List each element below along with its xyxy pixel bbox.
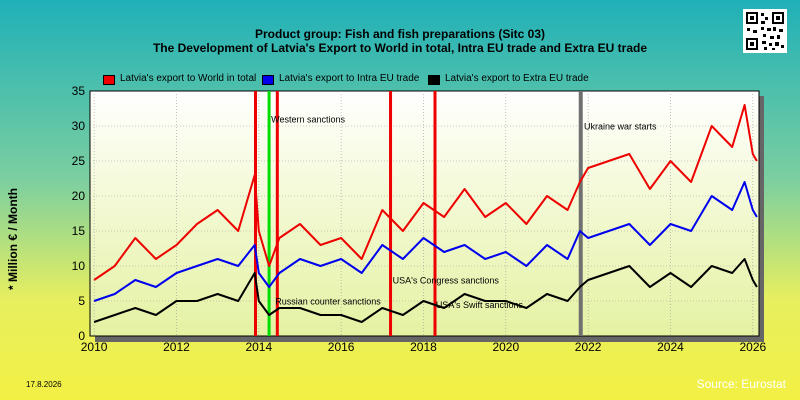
ukraine-war-line-label: Ukraine war starts (584, 122, 657, 132)
date-stamp: 17.8.2026 (26, 380, 62, 389)
y-ticks: 0 5 10 15 20 25 30 35 (72, 84, 86, 343)
legend-swatch-extra (428, 75, 440, 85)
x-tick-label-2022: 2022 (575, 340, 602, 354)
y-tick-label-20: 20 (72, 189, 86, 203)
event-labels: Western sanctions Russian counter sanctio… (271, 115, 657, 311)
source-label: Source: Eurostat (696, 377, 786, 391)
x-tick-label-2012: 2012 (163, 340, 190, 354)
series-lines (93, 104, 758, 323)
x-tick-label-2016: 2016 (328, 340, 355, 354)
y-tick-label-15: 15 (72, 224, 86, 238)
chart-title: Product group: Fish and fish preparation… (254, 27, 546, 41)
x-tick-label-2024: 2024 (657, 340, 684, 354)
x-tick-label-2018: 2018 (410, 340, 437, 354)
qr-code-icon[interactable] (743, 9, 787, 53)
legend-label-world: Latvia's export to World in total (120, 73, 257, 84)
x-ticks: 2010 2012 2014 2016 2018 2020 2022 2024 2026 (81, 340, 767, 354)
legend-swatch-intra (262, 75, 274, 85)
x-tick-label-2020: 2020 (492, 340, 519, 354)
series-line-world (93, 104, 758, 281)
y-tick-label-10: 10 (72, 259, 86, 273)
series-line-extra (93, 258, 758, 323)
grid (90, 91, 759, 336)
usa-swift-sanctions-line-label: USA's Swift sanctions (436, 300, 524, 310)
plot-area (89, 90, 760, 337)
western-sanctions-line-label: Western sanctions (271, 115, 345, 125)
event-markers (254, 91, 583, 336)
y-tick-label-25: 25 (72, 154, 86, 168)
x-tick-label-2026: 2026 (739, 340, 766, 354)
x-tick-label-2010: 2010 (81, 340, 108, 354)
y-tick-label-35: 35 (72, 84, 86, 98)
chart-subtitle: The Development of Latvia's Export to Wo… (152, 41, 648, 55)
y-tick-label-0: 0 (78, 329, 85, 343)
y-tick-label-30: 30 (72, 119, 86, 133)
y-tick-label-5: 5 (78, 294, 85, 308)
usa-congress-sanctions-line-label: USA's Congress sanctions (393, 276, 500, 286)
x-tick-label-2014: 2014 (245, 340, 272, 354)
legend-label-intra: Latvia's export to Intra EU trade (279, 73, 420, 84)
series-line-intra (93, 181, 758, 302)
russian-counter-sanctions-line-label: Russian counter sanctions (275, 297, 381, 307)
legend-label-extra: Latvia's export to Extra EU trade (445, 73, 589, 84)
legend-swatch-world (103, 75, 115, 85)
